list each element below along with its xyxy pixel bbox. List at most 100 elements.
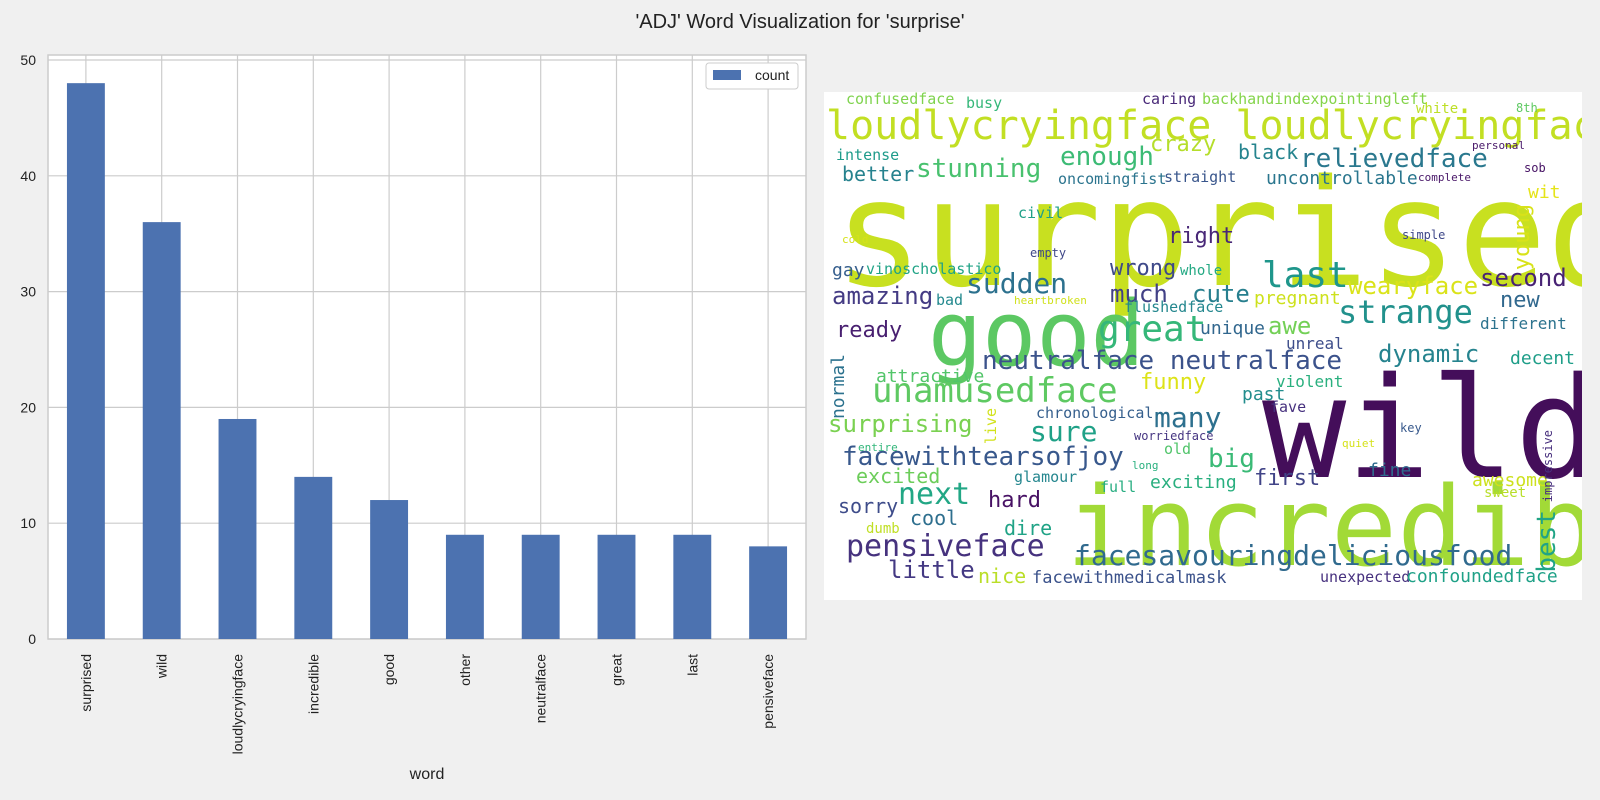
word-cloud-word: intense xyxy=(836,146,900,164)
word-cloud-word: civil xyxy=(1018,204,1064,222)
word-cloud-word: vinoscholastico xyxy=(866,260,1002,278)
word-cloud-word: oncomingfist xyxy=(1058,170,1167,188)
word-cloud-word: dynamic xyxy=(1378,340,1480,368)
word-cloud-word: much xyxy=(1110,280,1168,308)
word-cloud-word: facewithtearsofjoy xyxy=(842,442,1124,472)
bar xyxy=(749,546,788,639)
word-cloud-word: unique xyxy=(1200,318,1266,339)
word-cloud-word: pensiveface xyxy=(846,529,1045,564)
word-cloud-word: sob xyxy=(1524,161,1546,175)
word-cloud-word: heartbroken xyxy=(1014,294,1087,307)
bar-layer xyxy=(66,83,788,639)
word-cloud-word: past xyxy=(1242,384,1286,405)
word-cloud-word: different xyxy=(1480,314,1567,333)
word-cloud-word: better xyxy=(842,162,915,186)
x-tick-label: last xyxy=(684,654,700,676)
word-cloud-word: good xyxy=(928,282,1145,387)
word-cloud-word: hard xyxy=(988,488,1041,513)
word-cloud-word: fave xyxy=(1270,398,1307,416)
word-cloud-word: flushedface xyxy=(1124,298,1224,316)
word-cloud-word: cool xyxy=(910,506,959,530)
word-cloud-word: unreal xyxy=(1286,334,1344,353)
word-cloud-word: best xyxy=(1532,510,1562,573)
word-cloud-word: entire xyxy=(858,441,898,454)
word-cloud-word: quiet xyxy=(1342,437,1376,450)
legend-swatch xyxy=(713,70,741,80)
word-cloud-word: long xyxy=(1132,459,1159,472)
word-cloud-word: facesavouringdeliciousfood xyxy=(1074,539,1513,572)
word-cloud-word: next xyxy=(898,477,971,512)
word-cloud-word: attractive xyxy=(876,366,985,387)
word-cloud-word: key xyxy=(1400,421,1422,435)
bar xyxy=(673,534,712,639)
word-cloud-word: ready xyxy=(836,318,903,343)
word-cloud-word: black xyxy=(1238,140,1299,164)
y-tick-label: 0 xyxy=(28,631,36,647)
word-cloud-word: complete xyxy=(1418,171,1471,184)
word-cloud-word: worriedface xyxy=(1134,429,1214,443)
word-cloud-word: sure xyxy=(1030,415,1098,448)
word-cloud: surprised wildincredible good loudlycryingf… xyxy=(824,92,1582,600)
bar xyxy=(445,534,484,639)
word-cloud-word: sorry xyxy=(838,494,899,518)
word-cloud-word: personal xyxy=(1472,139,1525,152)
bar xyxy=(521,534,560,639)
word-cloud-word: surprised xyxy=(834,148,1582,320)
word-cloud-word: confusedface xyxy=(846,92,955,108)
y-tick-layer: 0 10 20 30 40 50 xyxy=(20,52,36,647)
word-cloud-word: simple xyxy=(1402,228,1446,242)
word-cloud-word: confoundedface xyxy=(1406,566,1558,587)
x-tick-label: loudlycryingface xyxy=(230,654,246,755)
word-cloud-word: great xyxy=(1098,309,1207,350)
word-cloud-word: amazing xyxy=(832,282,934,310)
word-cloud-word: violent xyxy=(1276,372,1344,391)
word-cloud-word: 8th xyxy=(1516,101,1538,115)
x-tick-layer: surprised wild loudlycryingface incredible g… xyxy=(78,654,776,755)
word-cloud-word: dire xyxy=(1004,516,1053,540)
word-cloud-word: fine xyxy=(1368,460,1412,481)
y-tick-label: 10 xyxy=(20,515,36,531)
word-cloud-word: enough xyxy=(1060,142,1154,172)
x-tick-label: neutralface xyxy=(533,654,549,723)
x-tick-label: great xyxy=(609,654,625,686)
y-tick-label: 20 xyxy=(20,399,36,415)
bar xyxy=(370,500,409,639)
bar xyxy=(294,476,333,639)
word-cloud-word: chronological xyxy=(1036,404,1154,422)
word-cloud-word: awe xyxy=(1268,312,1312,340)
x-axis-label: word xyxy=(409,766,445,783)
word-cloud-word: funny xyxy=(1140,370,1207,395)
word-cloud-word: incredible xyxy=(1066,463,1582,591)
word-cloud-word: excited xyxy=(856,464,941,488)
word-cloud-word: cold xyxy=(842,233,869,246)
word-cloud-word: old xyxy=(1164,440,1192,458)
word-cloud-word: dumb xyxy=(866,521,900,537)
x-tick-label: good xyxy=(381,654,397,685)
word-cloud-word: little xyxy=(888,556,975,584)
word-cloud-word: full xyxy=(1100,478,1137,496)
word-cloud-word: caring xyxy=(1142,92,1197,108)
word-cloud-word: pregnant xyxy=(1254,288,1341,309)
word-cloud-word: crazy xyxy=(1150,132,1217,157)
word-cloud-word: normal xyxy=(828,354,849,420)
word-cloud-word: sweet xyxy=(1484,485,1527,501)
word-cloud-word: bad xyxy=(936,291,964,309)
word-cloud-word: second xyxy=(1480,264,1567,292)
word-cloud-word: wrong xyxy=(1110,256,1177,281)
word-cloud-word: wearyface xyxy=(1348,272,1479,300)
y-tick-label: 50 xyxy=(20,52,36,68)
word-cloud-word: right xyxy=(1168,224,1235,249)
word-cloud-word: awesome xyxy=(1472,470,1548,491)
word-cloud-word: surprising xyxy=(828,410,973,438)
bar xyxy=(597,534,636,639)
word-cloud-word: facewithmedicalmask xyxy=(1032,568,1227,588)
x-tick-label: other xyxy=(457,654,473,686)
word-cloud-word: backhandindexpointingleft xyxy=(1202,92,1428,108)
word-cloud-word: strange xyxy=(1338,293,1473,331)
word-cloud-word: nice xyxy=(978,564,1027,588)
word-cloud-word: busy xyxy=(966,94,1003,112)
bar xyxy=(66,83,105,639)
word-cloud-word: big xyxy=(1208,444,1255,474)
x-tick-label: wild xyxy=(154,654,170,679)
word-cloud-word: stunning xyxy=(916,154,1042,184)
